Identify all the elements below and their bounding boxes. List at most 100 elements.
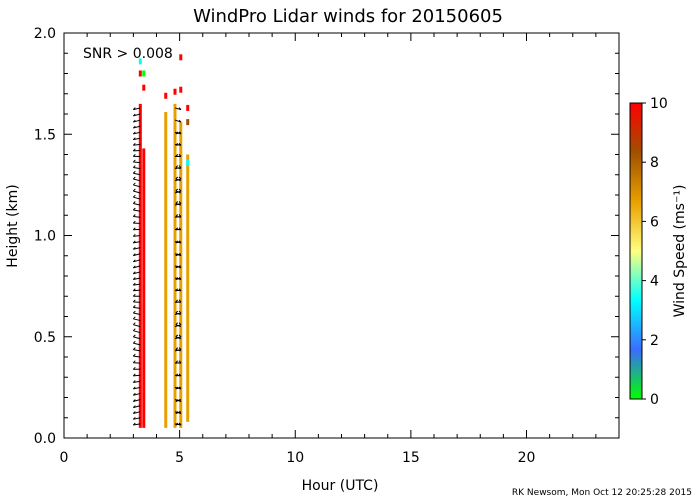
wind-arrow-head: [132, 340, 136, 344]
wind-arrow-head: [175, 422, 179, 426]
wind-arrow-head: [132, 316, 136, 320]
wind-arrow-head: [132, 227, 136, 231]
wind-arrow-head: [132, 113, 136, 117]
wind-arrow-head: [132, 240, 136, 244]
wind-arrow: [133, 172, 141, 176]
colorbar-ticks: 0 2 4 6 8 10: [642, 96, 668, 408]
wind-arrow-head: [175, 360, 179, 364]
wind-arrow-head: [132, 107, 136, 111]
wind-arrow: [133, 342, 141, 346]
wind-arrow-head: [175, 411, 179, 414]
wind-arrow: [133, 289, 141, 292]
wind-arrow-head: [132, 182, 136, 186]
wind-arrow-head: [132, 399, 136, 402]
wind-arrow: [133, 253, 141, 257]
wind-arrow: [133, 306, 141, 309]
wind-arrow: [133, 318, 141, 322]
wind-arrow: [133, 137, 141, 141]
wind-arrow-head: [178, 310, 182, 314]
colorbar-tick-label: 10: [650, 96, 668, 112]
y-tick-label: 0.0: [34, 431, 56, 447]
wind-arrow-head: [132, 259, 136, 263]
wind-arrow-head: [178, 165, 182, 168]
wind-arrow-head: [175, 131, 179, 135]
wind-arrow-head: [132, 233, 136, 237]
wind-arrow: [133, 392, 141, 396]
wind-arrow-head: [132, 271, 136, 275]
wind-arrow: [133, 283, 141, 286]
wind-profile-column: [179, 122, 183, 428]
wind-arrow-head: [132, 165, 136, 168]
wind-arrow: [133, 119, 141, 123]
wind-arrow-head: [132, 142, 136, 146]
wind-arrow-head: [132, 411, 136, 414]
wind-arrow-head: [175, 165, 179, 168]
y-tick-label: 0.5: [34, 330, 56, 346]
wind-arrow: [133, 167, 141, 170]
wind-arrow-head: [132, 405, 136, 408]
wind-arrow-head: [175, 334, 179, 338]
wind-arrow-head: [132, 386, 136, 390]
wind-arrow: [133, 324, 141, 328]
wind-arrow: [133, 386, 141, 390]
chart-title: WindPro Lidar winds for 20150605: [193, 6, 503, 27]
wind-profile-cell: [186, 104, 190, 111]
colorbar: [629, 102, 643, 400]
colorbar-tick-label: 8: [650, 155, 659, 171]
wind-profile-cell: [186, 119, 190, 126]
wind-arrow-head: [132, 305, 136, 308]
wind-arrow-head: [132, 214, 136, 217]
wind-arrow: [133, 241, 141, 244]
wind-arrow-head: [175, 386, 179, 390]
wind-arrow-head: [175, 201, 179, 204]
wind-arrow: [133, 411, 141, 415]
wind-arrow: [133, 417, 141, 420]
wind-arrow: [133, 405, 141, 409]
wind-arrow-head: [132, 328, 136, 332]
wind-profile-column: [142, 148, 146, 428]
wind-arrow: [175, 190, 181, 194]
wind-arrow-head: [175, 188, 179, 192]
snr-annotation: SNR > 0.008: [83, 46, 173, 62]
wind-arrow-head: [132, 207, 136, 211]
x-tick-label: 0: [60, 450, 69, 466]
wind-arrow: [133, 178, 141, 182]
wind-arrow: [175, 178, 181, 182]
wind-arrow-head: [175, 322, 179, 326]
wind-arrow: [133, 247, 141, 250]
credit-footer: RK Newsom, Mon Oct 12 20:25:28 2015: [512, 488, 692, 498]
wind-arrow-head: [132, 392, 136, 396]
wind-arrow-head: [132, 159, 136, 163]
wind-arrow-head: [175, 399, 179, 402]
y-tick-label: 1.0: [34, 229, 56, 245]
wind-arrow-head: [132, 277, 136, 280]
wind-arrow-head: [132, 125, 136, 129]
wind-arrow-head: [132, 353, 136, 357]
wind-arrow-head: [178, 107, 182, 111]
wind-arrow: [133, 301, 141, 303]
wind-arrow: [133, 131, 141, 135]
wind-arrow: [175, 336, 181, 340]
x-tick-label: 20: [518, 450, 536, 466]
wind-arrow: [133, 161, 141, 164]
y-tick-label: 2.0: [34, 26, 56, 42]
plot-frame: [63, 32, 620, 439]
wind-arrow-head: [132, 131, 136, 135]
wind-arrow-head: [175, 347, 179, 350]
wind-arrow-head: [132, 322, 136, 326]
wind-arrow: [175, 203, 181, 206]
wind-arrow-head: [132, 282, 136, 286]
wind-arrow: [133, 235, 141, 237]
x-axis-label: Hour (UTC): [302, 478, 379, 494]
wind-arrow: [133, 271, 141, 275]
wind-arrow: [133, 374, 141, 377]
wind-arrow-head: [175, 214, 179, 217]
wind-arrow: [133, 380, 141, 383]
wind-arrow-head: [132, 265, 136, 269]
wind-arrow-head: [132, 334, 136, 338]
wind-arrow: [133, 349, 141, 352]
x-tick-label: 5: [175, 450, 184, 466]
wind-arrow: [133, 423, 141, 426]
wind-arrow: [133, 265, 141, 269]
wind-arrow-head: [132, 246, 136, 250]
